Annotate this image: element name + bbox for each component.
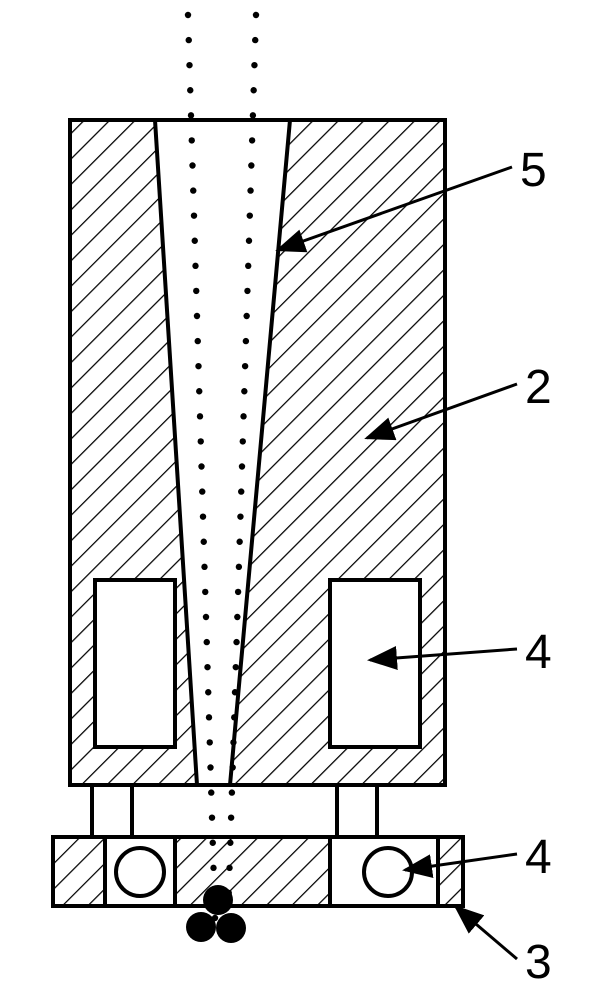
label-5: 5 (520, 143, 547, 198)
dot-line-0 (192, 263, 198, 269)
dot-line-0 (189, 162, 195, 168)
dot-line-0 (196, 388, 202, 394)
dot-line-0 (207, 764, 213, 770)
dot-line-1 (250, 112, 256, 118)
dot-line-1 (246, 238, 252, 244)
side-slot-1 (330, 580, 420, 747)
dot-line-0 (203, 614, 209, 620)
filled-circle-0 (203, 885, 233, 915)
dot-line-0 (190, 187, 196, 193)
dot-line-0 (191, 212, 197, 218)
dot-line-1 (247, 187, 253, 193)
dot-line-1 (235, 589, 241, 595)
dot-line-0 (198, 438, 204, 444)
dot-line-0 (210, 865, 216, 871)
dot-line-0 (210, 840, 216, 846)
dot-line-0 (199, 488, 205, 494)
dot-line-0 (195, 363, 201, 369)
dot-line-0 (186, 62, 192, 68)
dot-line-0 (209, 814, 215, 820)
dot-line-1 (243, 313, 249, 319)
dot-line-1 (251, 62, 257, 68)
dot-line-1 (238, 488, 244, 494)
dot-line-0 (202, 589, 208, 595)
dot-line-0 (208, 789, 214, 795)
dot-line-0 (194, 313, 200, 319)
dot-line-1 (245, 263, 251, 269)
dot-line-1 (236, 539, 242, 545)
dot-line-1 (240, 438, 246, 444)
dot-line-0 (201, 564, 207, 570)
bottom-circle-1 (364, 848, 412, 896)
dot-line-0 (187, 87, 193, 93)
dot-line-1 (239, 463, 245, 469)
dot-line-1 (228, 814, 234, 820)
label-2: 2 (525, 360, 552, 415)
dot-line-0 (201, 539, 207, 545)
filled-circle-2 (216, 913, 246, 943)
dot-line-1 (253, 12, 259, 18)
dot-line-1 (242, 363, 248, 369)
bottom-circle-0 (116, 848, 164, 896)
label-arrow-3 (456, 907, 517, 959)
dot-line-1 (241, 388, 247, 394)
dot-line-1 (229, 764, 235, 770)
label-4-upper: 4 (525, 625, 552, 680)
dot-line-0 (186, 37, 192, 43)
dot-line-1 (250, 87, 256, 93)
dot-line-1 (237, 513, 243, 519)
dot-line-1 (240, 413, 246, 419)
dot-line-0 (198, 463, 204, 469)
dot-line-1 (232, 689, 238, 695)
filled-circle-1 (186, 912, 216, 942)
dot-line-0 (188, 112, 194, 118)
diagram-root: 5 2 4 4 3 (0, 0, 613, 1000)
bottom-hatch-2 (438, 837, 463, 906)
side-slot-0 (95, 580, 175, 747)
dot-line-0 (195, 338, 201, 344)
dot-line-1 (252, 37, 258, 43)
dot-line-1 (226, 865, 232, 871)
dot-line-1 (236, 564, 242, 570)
dot-line-0 (197, 413, 203, 419)
bottom-hatch-0 (53, 837, 105, 906)
dot-line-0 (200, 513, 206, 519)
dot-line-1 (248, 162, 254, 168)
dot-line-1 (227, 840, 233, 846)
label-4-lower: 4 (525, 830, 552, 885)
dot-line-0 (204, 664, 210, 670)
dot-line-0 (207, 739, 213, 745)
dot-line-0 (185, 12, 191, 18)
bottom-hatch-1 (175, 837, 330, 906)
dot-line-1 (247, 212, 253, 218)
dot-line-1 (230, 739, 236, 745)
dot-line-1 (244, 288, 250, 294)
dot-line-1 (231, 714, 237, 720)
dot-line-1 (233, 639, 239, 645)
dot-line-0 (205, 689, 211, 695)
dot-line-0 (206, 714, 212, 720)
dot-line-1 (243, 338, 249, 344)
dot-line-0 (189, 137, 195, 143)
dot-line-1 (233, 664, 239, 670)
dot-line-0 (193, 288, 199, 294)
support-0 (92, 785, 132, 837)
dot-line-1 (234, 614, 240, 620)
dot-line-0 (192, 238, 198, 244)
dot-line-1 (229, 789, 235, 795)
label-3: 3 (525, 935, 552, 990)
dot-line-0 (204, 639, 210, 645)
dot-line-1 (249, 137, 255, 143)
support-1 (337, 785, 377, 837)
